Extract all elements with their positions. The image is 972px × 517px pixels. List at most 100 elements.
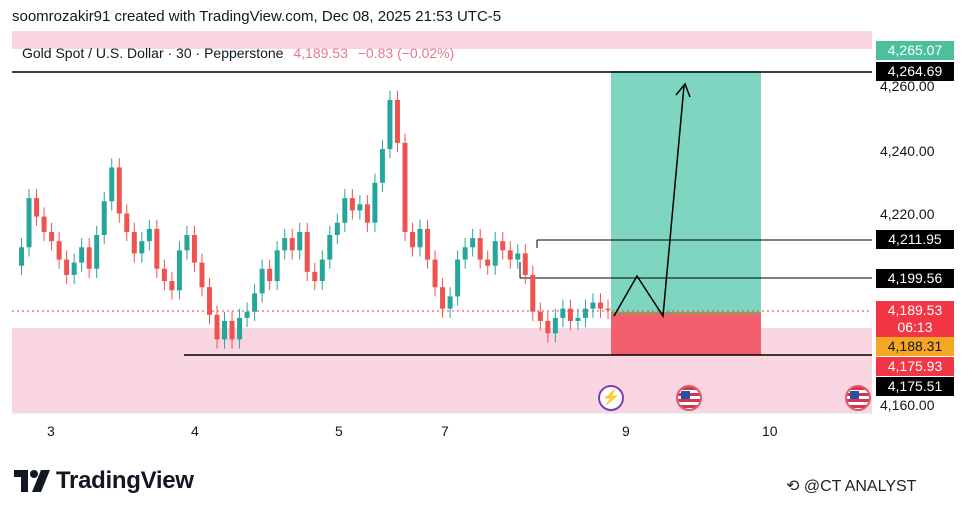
candle-body xyxy=(244,311,250,318)
candle-body xyxy=(507,250,513,260)
x-tick: 10 xyxy=(762,423,778,439)
candle-body xyxy=(312,271,318,282)
candle-body xyxy=(34,198,40,217)
y-tick: 4,260.00 xyxy=(880,78,935,94)
candle-body xyxy=(26,198,32,248)
candle-body xyxy=(124,213,130,232)
candle-body xyxy=(357,204,363,211)
bar-countdown: 06:13 xyxy=(876,318,954,337)
candle-body xyxy=(349,198,355,211)
candle-body xyxy=(597,302,603,309)
tradingview-mark-icon xyxy=(14,470,50,492)
share-icon: ⟲ xyxy=(786,478,804,495)
candle-body xyxy=(560,308,566,318)
candle-body xyxy=(455,259,461,297)
candle-body xyxy=(417,228,423,248)
candle-body xyxy=(402,142,408,232)
lightning-event-icon[interactable]: ⚡ xyxy=(598,385,624,411)
chart-credit: soomrozakir91 created with TradingView.c… xyxy=(12,8,502,25)
x-tick: 9 xyxy=(622,423,630,439)
projection-arrowhead xyxy=(675,82,691,98)
x-tick: 7 xyxy=(441,423,449,439)
candle-body xyxy=(49,231,55,242)
candle-body xyxy=(184,235,190,251)
candle-body xyxy=(206,287,212,315)
candle-body xyxy=(214,314,220,340)
candle-body xyxy=(537,311,543,321)
candle-body xyxy=(522,253,528,275)
candle-body xyxy=(515,253,521,260)
candle-body xyxy=(447,296,453,309)
symbol-info[interactable]: Gold Spot / U.S. Dollar · 30 · Peppersto… xyxy=(22,45,454,61)
candle-body xyxy=(176,250,182,291)
candle-body xyxy=(222,320,228,340)
candles-group xyxy=(19,90,611,349)
y-tick: 4,220.00 xyxy=(880,206,935,222)
candle-body xyxy=(432,259,438,288)
candle-body xyxy=(342,198,348,223)
candle-body xyxy=(477,238,483,260)
candle-body xyxy=(410,231,416,248)
watermark: ⟲ @CT ANALYST xyxy=(786,476,916,496)
candle-body xyxy=(319,259,325,282)
candle-body xyxy=(237,317,243,340)
candle-body xyxy=(372,182,378,223)
candle-body xyxy=(470,238,476,248)
candle-body xyxy=(139,241,145,254)
candle-body xyxy=(154,228,160,269)
candle-body xyxy=(146,228,152,242)
candle-body xyxy=(274,250,280,282)
x-tick: 5 xyxy=(335,423,343,439)
candle-body xyxy=(267,268,273,282)
candle-body xyxy=(79,247,85,263)
candle-body xyxy=(582,308,588,318)
price-label-entry: 4,188.31 xyxy=(876,337,954,356)
candle-body xyxy=(94,235,100,269)
candle-body xyxy=(492,241,498,266)
candle-body xyxy=(394,99,400,143)
top-zone-band xyxy=(12,31,872,49)
us-flag-event-icon[interactable] xyxy=(845,385,871,411)
candle-body xyxy=(590,302,596,309)
candle-body xyxy=(334,222,340,235)
candle-body xyxy=(101,201,107,235)
candle-body xyxy=(64,259,70,275)
x-tick: 4 xyxy=(191,423,199,439)
candle-body xyxy=(71,262,77,275)
candle-body xyxy=(116,167,122,214)
candle-body xyxy=(425,228,431,260)
candle-body xyxy=(605,308,611,311)
candle-body xyxy=(252,293,258,312)
price-label-level: 4,211.95 xyxy=(876,230,954,249)
price-label-stop: 4,175.93 xyxy=(876,357,954,376)
candle-body xyxy=(462,247,468,260)
candle-body xyxy=(379,149,385,183)
y-tick: 4,160.00 xyxy=(880,397,935,413)
price-label-level: 4,175.51 xyxy=(876,377,954,396)
price-label-current: 4,189.53 xyxy=(876,301,954,320)
loss-zone xyxy=(611,314,761,355)
watermark-text: @CT ANALYST xyxy=(803,478,917,495)
candle-body xyxy=(297,231,303,251)
candle-body xyxy=(109,167,115,202)
candle-body xyxy=(169,281,175,291)
candle-body xyxy=(552,317,558,334)
candle-body xyxy=(530,274,536,312)
x-tick: 3 xyxy=(47,423,55,439)
price-label-target: 4,265.07 xyxy=(876,41,954,60)
candle-body xyxy=(327,235,333,260)
candle-body xyxy=(567,308,573,321)
price-label-level: 4,199.56 xyxy=(876,269,954,288)
us-flag-event-icon[interactable] xyxy=(676,385,702,411)
candle-body xyxy=(259,268,265,294)
symbol-name: Gold Spot / U.S. Dollar · 30 · Peppersto… xyxy=(22,45,284,61)
candle-body xyxy=(191,235,197,263)
candle-body xyxy=(440,287,446,309)
y-tick: 4,240.00 xyxy=(880,143,935,159)
candle-body xyxy=(545,320,551,334)
candle-body xyxy=(282,238,288,251)
tradingview-logo[interactable]: TradingView xyxy=(14,467,194,495)
candle-body xyxy=(289,238,295,251)
candle-body xyxy=(86,247,92,269)
